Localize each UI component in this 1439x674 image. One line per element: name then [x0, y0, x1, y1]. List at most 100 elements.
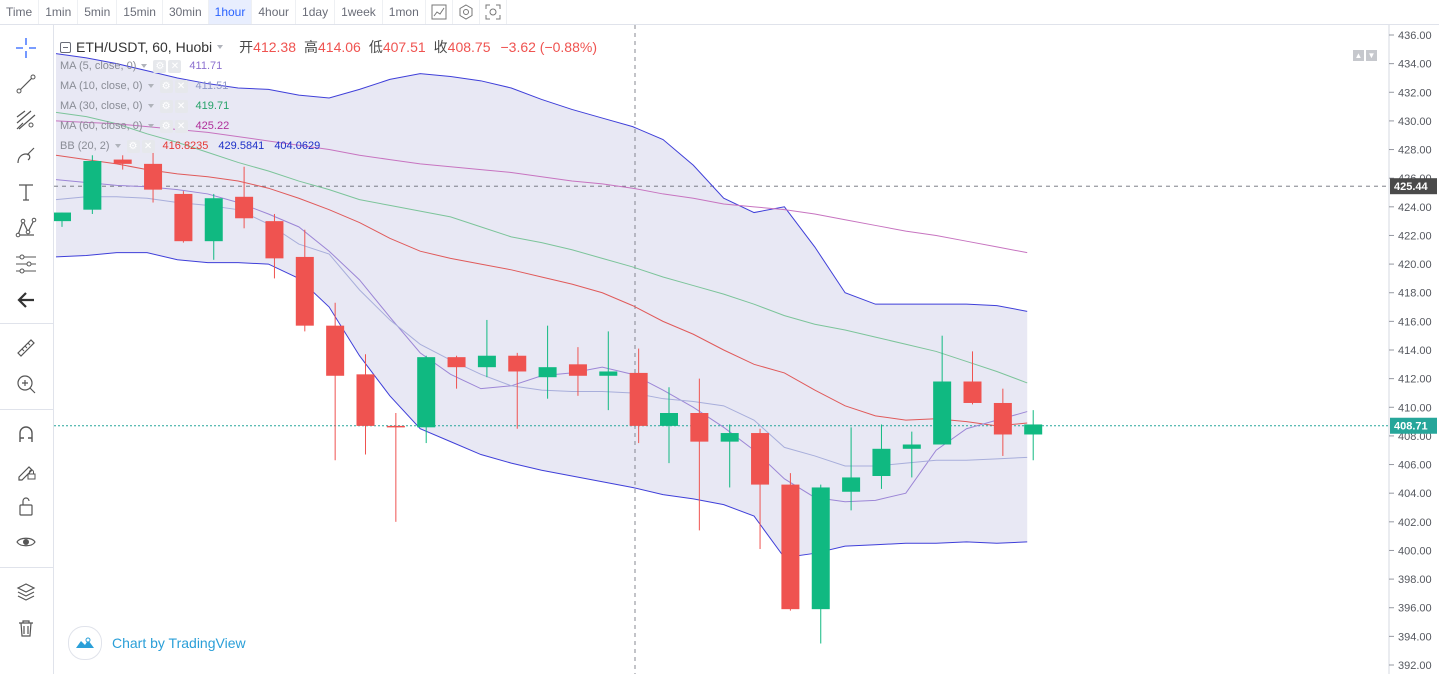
- trend-line-icon[interactable]: [11, 69, 41, 99]
- indicator-remove-icon[interactable]: ✕: [174, 119, 188, 133]
- indicator-label: MA (60, close, 0): [60, 120, 143, 132]
- indicator-remove-icon[interactable]: ✕: [174, 99, 188, 113]
- tradingview-brand[interactable]: Chart by TradingView: [68, 626, 246, 660]
- symbol-menu-icon[interactable]: [217, 45, 224, 49]
- candle-body[interactable]: [690, 413, 709, 442]
- candle-body[interactable]: [902, 444, 921, 449]
- timeframe-30min[interactable]: 30min: [163, 0, 209, 24]
- indicator-remove-icon[interactable]: ✕: [141, 139, 155, 153]
- timeframe-4hour[interactable]: 4hour: [252, 0, 297, 24]
- zoom-in-icon[interactable]: [11, 369, 41, 399]
- candle-body[interactable]: [963, 381, 982, 403]
- brush-icon[interactable]: [11, 141, 41, 171]
- legend-scroll-buttons: ▲ ▼: [1353, 50, 1377, 61]
- timeframe-5min[interactable]: 5min: [78, 0, 118, 24]
- price-label-box: [1390, 178, 1437, 195]
- indicator-remove-icon[interactable]: ✕: [168, 59, 182, 73]
- candle-body[interactable]: [356, 374, 375, 426]
- timeframe-1week[interactable]: 1week: [335, 0, 383, 24]
- indicator-legend-row[interactable]: BB (20, 2) ⚙ ✕ 416.8235 429.5841 404.0629: [60, 136, 597, 156]
- candle-body[interactable]: [993, 402, 1012, 435]
- indicator-settings-icon[interactable]: ⚙: [126, 139, 140, 153]
- price-chart[interactable]: 392.00 394.00 396.00 398.00 400.00 402.00 404.…: [54, 25, 1439, 674]
- candle-body[interactable]: [781, 484, 800, 610]
- indicator-settings-icon[interactable]: ⚙: [153, 59, 167, 73]
- candle-body[interactable]: [447, 357, 466, 368]
- candle-body[interactable]: [144, 163, 163, 190]
- indicator-settings-icon[interactable]: ⚙: [159, 79, 173, 93]
- candle-body[interactable]: [477, 355, 496, 368]
- timeframe-1hour[interactable]: 1hour: [208, 0, 253, 24]
- indicator-legend-row[interactable]: MA (5, close, 0) ⚙ ✕ 411.71: [60, 56, 597, 76]
- candle-body[interactable]: [629, 372, 648, 426]
- candle-body[interactable]: [265, 221, 284, 259]
- symbol-legend: ETH/USDT, 60, Huobi 开 412.38 高 414.06 低 407…: [60, 38, 597, 56]
- indicator-legend-row[interactable]: MA (60, close, 0) ⚙ ✕ 425.22: [60, 116, 597, 136]
- screenshot-icon[interactable]: [480, 0, 507, 24]
- pattern-icon[interactable]: [11, 213, 41, 243]
- candle-body[interactable]: [326, 325, 345, 376]
- ruler-icon[interactable]: [11, 333, 41, 363]
- price-tick-label: 432.00: [1398, 87, 1432, 99]
- indicator-menu-icon[interactable]: [147, 84, 154, 88]
- lock-drawing-icon[interactable]: [11, 455, 41, 485]
- measure-icon[interactable]: [11, 249, 41, 279]
- candle-body[interactable]: [842, 477, 861, 492]
- price-tick-label: 428.00: [1398, 145, 1432, 157]
- timeframe-1min[interactable]: 1min: [39, 0, 79, 24]
- candle-body[interactable]: [113, 159, 132, 164]
- candle-body[interactable]: [568, 364, 587, 376]
- price-tick-label: 408.00: [1398, 431, 1432, 443]
- candle-body[interactable]: [417, 357, 436, 428]
- series-line-bb-mid: [55, 154, 1028, 427]
- text-icon[interactable]: [11, 177, 41, 207]
- timeframe-1mon[interactable]: 1mon: [383, 0, 426, 24]
- scroll-down-icon[interactable]: ▼: [1366, 50, 1377, 61]
- timeframe-15min[interactable]: 15min: [117, 0, 163, 24]
- candle-body[interactable]: [720, 433, 739, 442]
- indicator-menu-icon[interactable]: [141, 64, 148, 68]
- candle-body[interactable]: [1024, 424, 1043, 435]
- candle-body[interactable]: [751, 433, 770, 485]
- candle-body[interactable]: [538, 367, 557, 378]
- indicator-value: 429.5841: [218, 140, 265, 152]
- candle-body[interactable]: [54, 212, 71, 222]
- settings-icon[interactable]: [453, 0, 480, 24]
- candle-body[interactable]: [599, 371, 618, 376]
- candle-body[interactable]: [386, 425, 405, 428]
- candle-body[interactable]: [83, 161, 102, 210]
- crosshair-icon[interactable]: [11, 33, 41, 63]
- indicator-remove-icon[interactable]: ✕: [174, 79, 188, 93]
- price-tick-label: 394.00: [1398, 631, 1432, 643]
- timeframe-time[interactable]: Time: [0, 0, 40, 24]
- candle-body[interactable]: [204, 198, 223, 242]
- indicator-menu-icon[interactable]: [114, 144, 121, 148]
- eye-icon[interactable]: [11, 527, 41, 557]
- fib-icon[interactable]: [11, 105, 41, 135]
- drawing-toolbar: [0, 25, 54, 674]
- indicator-settings-icon[interactable]: ⚙: [159, 119, 173, 133]
- indicator-menu-icon[interactable]: [147, 124, 154, 128]
- candle-body[interactable]: [508, 355, 527, 372]
- candle-body[interactable]: [235, 196, 254, 219]
- timeframe-1day[interactable]: 1day: [296, 0, 336, 24]
- layers-icon[interactable]: [11, 577, 41, 607]
- indicators-icon[interactable]: [426, 0, 453, 24]
- indicator-settings-icon[interactable]: ⚙: [159, 99, 173, 113]
- candle-body[interactable]: [295, 256, 314, 326]
- symbol-title[interactable]: ETH/USDT, 60, Huobi: [76, 39, 213, 55]
- trash-icon[interactable]: [11, 613, 41, 643]
- unlock-icon[interactable]: [11, 491, 41, 521]
- candle-body[interactable]: [174, 193, 193, 242]
- indicator-menu-icon[interactable]: [147, 104, 154, 108]
- candle-body[interactable]: [872, 448, 891, 476]
- candle-body[interactable]: [933, 381, 952, 445]
- candle-body[interactable]: [660, 413, 678, 426]
- indicator-legend-row[interactable]: MA (30, close, 0) ⚙ ✕ 419.71: [60, 96, 597, 116]
- magnet-icon[interactable]: [11, 419, 41, 449]
- indicator-legend-row[interactable]: MA (10, close, 0) ⚙ ✕ 411.51: [60, 76, 597, 96]
- candle-body[interactable]: [811, 487, 830, 610]
- back-arrow-icon[interactable]: [11, 285, 41, 315]
- scroll-up-icon[interactable]: ▲: [1353, 50, 1364, 61]
- collapse-legend-icon[interactable]: [60, 41, 71, 53]
